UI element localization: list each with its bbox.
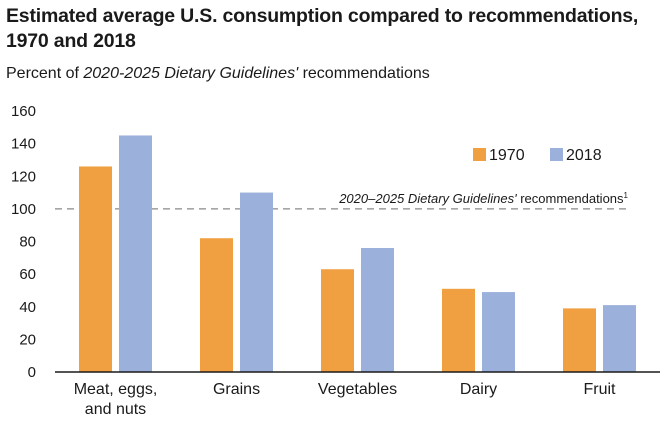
- bar-1970: [79, 166, 112, 372]
- bar-2018: [240, 192, 273, 372]
- chart-subtitle: Percent of 2020-2025 Dietary Guidelines'…: [6, 64, 430, 84]
- y-tick-label: 60: [19, 266, 36, 283]
- legend-swatch-2018: [550, 148, 563, 161]
- y-tick-label: 0: [28, 364, 36, 381]
- bars: [79, 135, 636, 372]
- subtitle-prefix: Percent of: [6, 65, 84, 82]
- legend: 1970 2018: [473, 147, 602, 164]
- reference-line-group: 2020–2025 Dietary Guidelines' recommenda…: [55, 191, 630, 210]
- y-tick-label: 160: [11, 103, 36, 120]
- subtitle-italic: 2020-2025 Dietary Guidelines': [83, 65, 299, 82]
- bar-2018: [119, 135, 152, 372]
- legend-label: 1970: [489, 147, 525, 164]
- legend-swatch-1970: [473, 148, 486, 161]
- bar-1970: [200, 238, 233, 372]
- y-axis-ticks: 0 20 40 60 80 100 120 140 160: [11, 103, 36, 381]
- bar-2018: [603, 305, 636, 372]
- y-tick-label: 120: [11, 168, 36, 185]
- bar-2018: [361, 248, 394, 372]
- category-label: Vegetables: [318, 381, 397, 398]
- category-label: Meat, eggs, and nuts: [74, 381, 158, 418]
- category-label: Grains: [213, 381, 260, 398]
- category-label: Dairy: [460, 381, 497, 398]
- y-tick-label: 20: [19, 331, 36, 348]
- reference-line-label: 2020–2025 Dietary Guidelines' recommenda…: [338, 191, 628, 206]
- category-label: Fruit: [584, 381, 617, 398]
- bar-1970: [442, 288, 475, 372]
- bar-2018: [482, 292, 515, 372]
- category-labels: Meat, eggs, and nuts Grains Vegetables Dairy…: [74, 381, 616, 418]
- bar-1970: [321, 269, 354, 372]
- legend-label: 2018: [566, 147, 602, 164]
- y-tick-label: 40: [19, 299, 36, 316]
- subtitle-suffix: recommendations: [298, 65, 430, 82]
- chart-title: Estimated average U.S. consumption compa…: [6, 5, 639, 52]
- bar-1970: [563, 308, 596, 372]
- y-tick-label: 80: [19, 234, 36, 251]
- y-tick-label: 100: [11, 201, 36, 218]
- y-tick-label: 140: [11, 136, 36, 153]
